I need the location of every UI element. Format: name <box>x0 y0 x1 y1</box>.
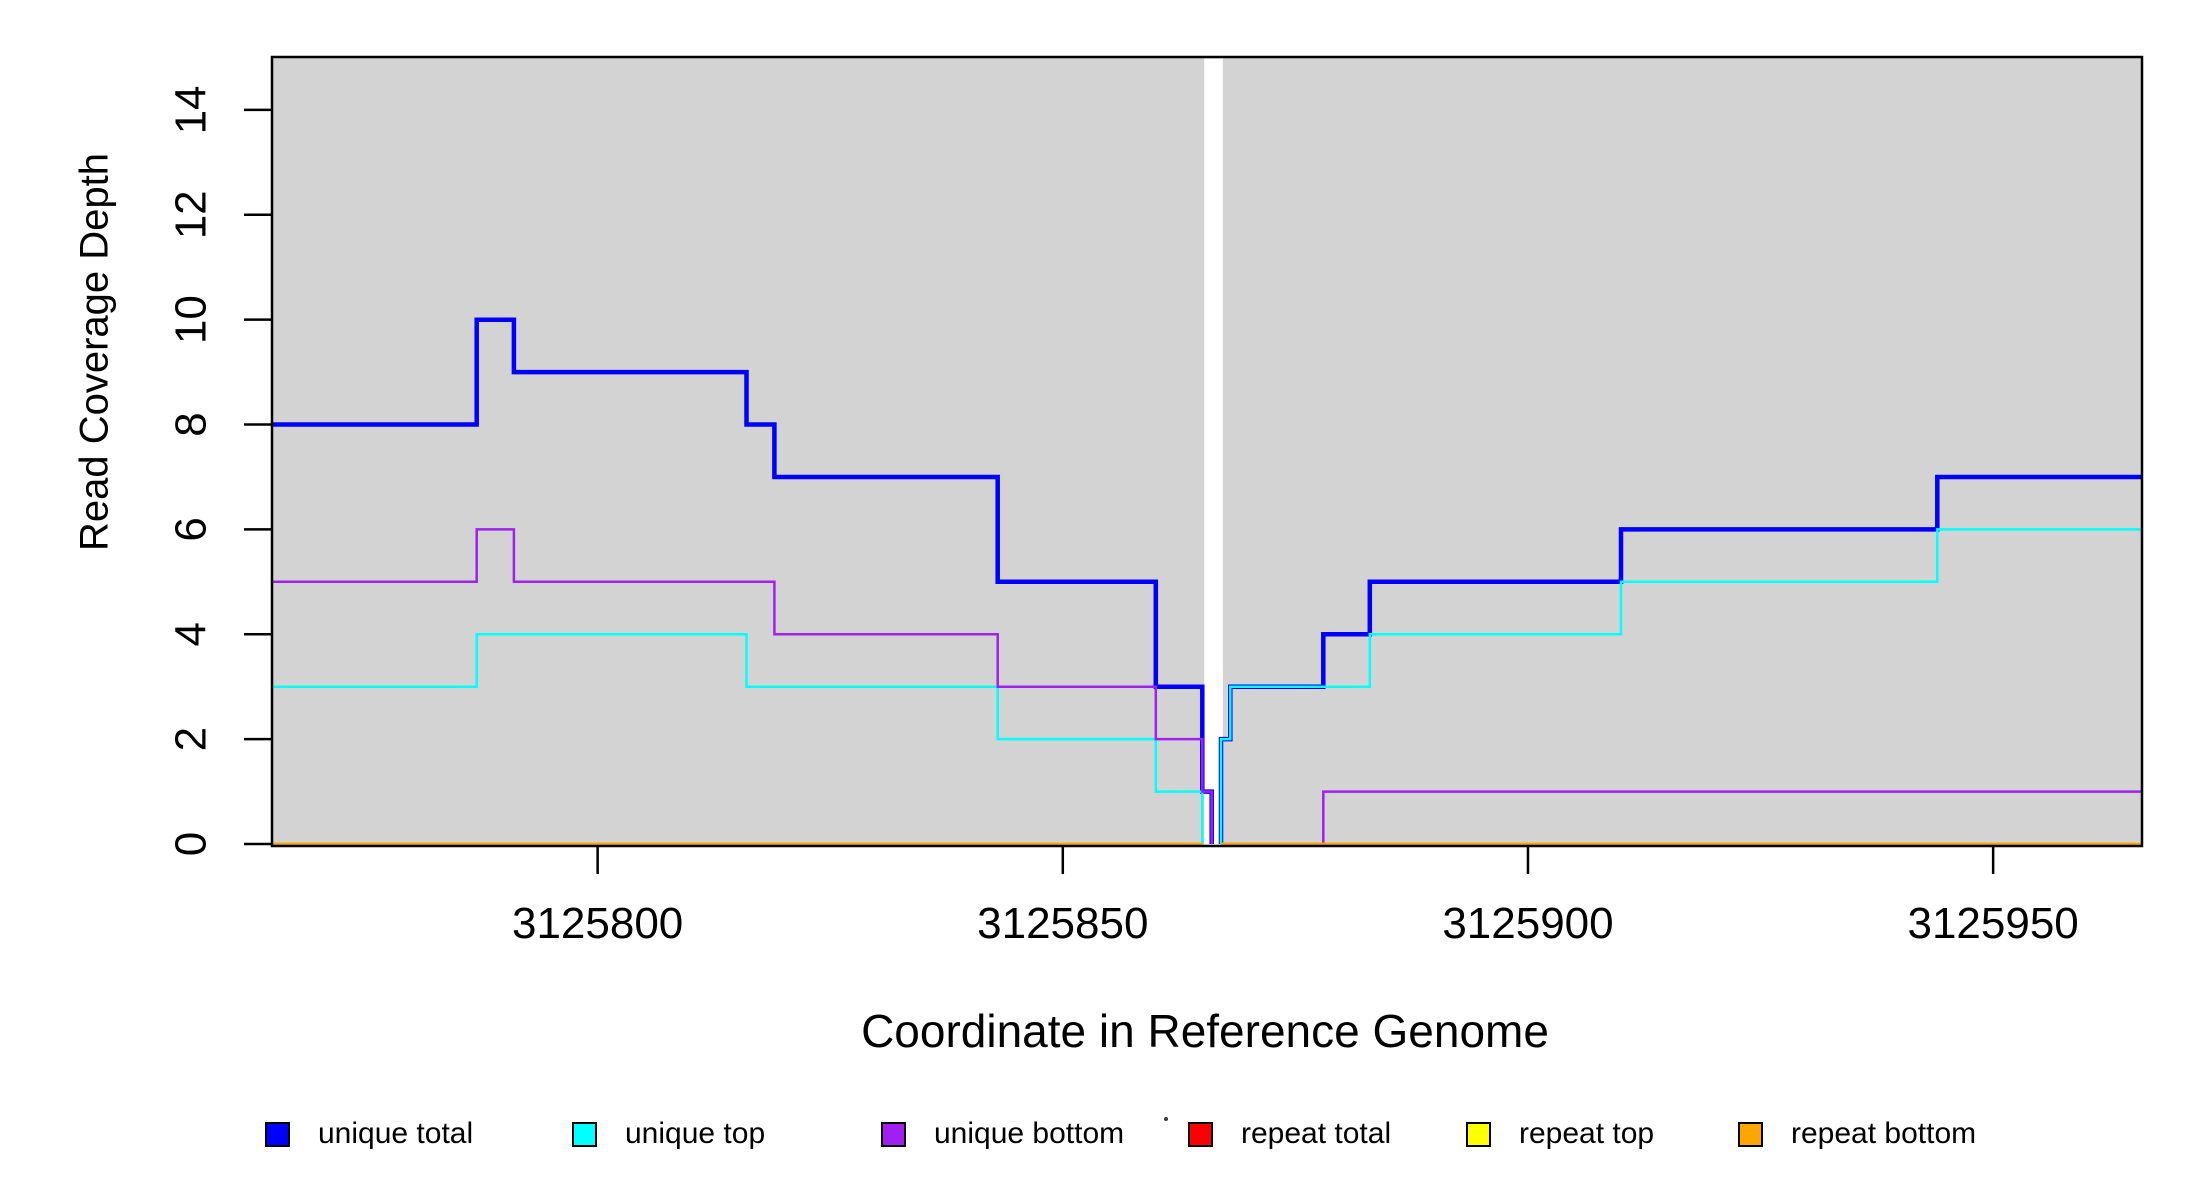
legend-label: repeat total <box>1241 1117 1392 1150</box>
repeat-bottom-swatch-icon <box>1738 1121 1763 1147</box>
y-axis-title: Read Coverage Depth <box>72 152 117 552</box>
repeat-top-swatch-icon <box>1466 1121 1491 1147</box>
x-tick-label: 3125900 <box>1442 899 1613 948</box>
legend-item-unique-top: unique top <box>572 1119 765 1149</box>
no-data-gap <box>1204 58 1223 845</box>
stray-mark <box>1164 1117 1168 1121</box>
unique-top-swatch-icon <box>572 1121 597 1147</box>
legend-label: unique bottom <box>934 1117 1125 1150</box>
x-tick-label: 3125800 <box>512 899 683 948</box>
legend-item-unique-bottom: unique bottom <box>881 1119 1124 1149</box>
unique-total-swatch-icon <box>265 1121 290 1147</box>
plot-border <box>270 55 2144 848</box>
y-tick-label: 0 <box>167 832 216 856</box>
legend-item-repeat-total: repeat total <box>1188 1119 1391 1149</box>
y-tick-label: 10 <box>167 295 216 344</box>
x-axis-title: Coordinate in Reference Genome <box>861 1005 1549 1057</box>
y-tick-label: 4 <box>167 622 216 646</box>
unique-bottom-swatch-icon <box>881 1121 906 1147</box>
legend-label: repeat top <box>1519 1117 1655 1150</box>
series-line-unique-top <box>1219 528 2142 844</box>
y-tick-label: 12 <box>167 190 216 239</box>
x-tick-label: 3125850 <box>977 899 1148 948</box>
x-tick-label: 3125950 <box>1907 899 2078 948</box>
series-line-unique-bottom <box>272 528 1213 844</box>
legend-label: unique total <box>318 1117 474 1150</box>
legend-label: repeat bottom <box>1791 1117 1977 1150</box>
legend-item-repeat-top: repeat top <box>1466 1119 1654 1149</box>
repeat-total-swatch-icon <box>1188 1121 1213 1147</box>
series-line-unique-total <box>272 317 1214 844</box>
y-tick-label: 2 <box>167 727 216 751</box>
y-tick-label: 8 <box>167 412 216 436</box>
legend-label: unique top <box>625 1117 766 1150</box>
legend-item-unique-total: unique total <box>265 1119 473 1149</box>
legend-item-repeat-bottom: repeat bottom <box>1738 1119 1976 1149</box>
y-tick-label: 6 <box>167 517 216 541</box>
y-tick-label: 14 <box>167 85 216 134</box>
